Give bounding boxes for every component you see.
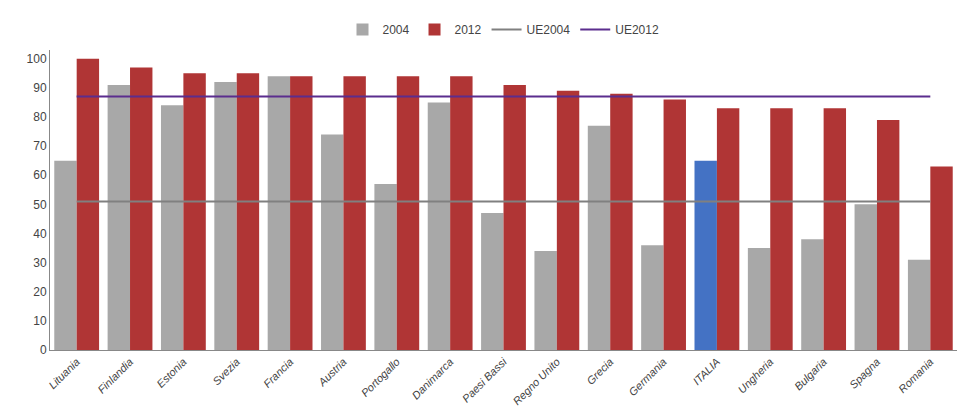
svg-text:Spagna: Spagna [847, 356, 882, 391]
svg-text:60: 60 [33, 168, 47, 182]
svg-text:100: 100 [27, 52, 47, 66]
svg-text:Bulgaria: Bulgaria [792, 356, 829, 393]
svg-text:Germania: Germania [626, 356, 669, 399]
svg-text:2004: 2004 [383, 23, 410, 37]
svg-text:Ungheria: Ungheria [736, 356, 776, 396]
svg-text:90: 90 [33, 81, 47, 95]
svg-text:Austria: Austria [315, 356, 348, 389]
svg-text:70: 70 [33, 139, 47, 153]
svg-text:0: 0 [40, 343, 47, 357]
svg-text:Svezia: Svezia [210, 356, 242, 388]
svg-text:2012: 2012 [455, 23, 482, 37]
svg-text:Portogallo: Portogallo [359, 356, 403, 400]
svg-text:Francia: Francia [261, 356, 295, 390]
svg-text:50: 50 [33, 198, 47, 212]
svg-text:30: 30 [33, 256, 47, 270]
svg-text:Lituania: Lituania [46, 356, 82, 392]
svg-text:Finlandia: Finlandia [95, 356, 135, 396]
svg-text:Regno Unito: Regno Unito [510, 356, 562, 408]
svg-text:80: 80 [33, 110, 47, 124]
svg-text:Grecia: Grecia [584, 356, 615, 387]
svg-text:Romania: Romania [896, 356, 936, 396]
svg-text:Estonia: Estonia [154, 356, 188, 390]
svg-text:Danimarca: Danimarca [409, 356, 455, 402]
svg-text:UE2004: UE2004 [527, 23, 571, 37]
svg-text:ITALIA: ITALIA [691, 356, 723, 388]
svg-text:40: 40 [33, 227, 47, 241]
svg-text:UE2012: UE2012 [615, 23, 659, 37]
svg-text:10: 10 [33, 314, 47, 328]
svg-text:20: 20 [33, 285, 47, 299]
svg-text:Paesi Bassi: Paesi Bassi [460, 355, 510, 405]
